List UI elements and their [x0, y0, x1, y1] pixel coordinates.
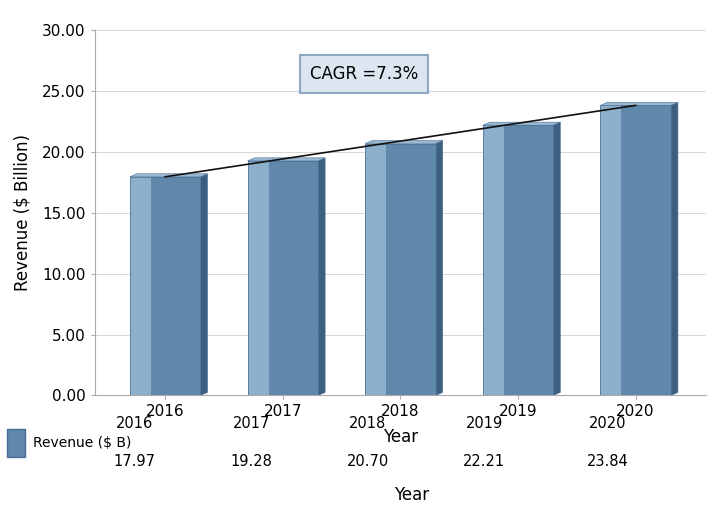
Bar	[601, 105, 622, 395]
Bar	[248, 161, 269, 395]
Text: CAGR =7.3%: CAGR =7.3%	[309, 65, 418, 83]
Bar	[130, 177, 151, 395]
Polygon shape	[130, 174, 207, 177]
Bar	[483, 125, 553, 395]
Polygon shape	[365, 140, 443, 143]
Bar	[269, 161, 318, 395]
Text: 2018: 2018	[349, 416, 387, 430]
Text: Year: Year	[394, 486, 429, 504]
Bar	[601, 105, 671, 395]
Bar	[622, 105, 671, 395]
Bar	[7, 429, 25, 457]
Polygon shape	[248, 158, 325, 161]
Polygon shape	[318, 158, 325, 395]
Bar	[365, 143, 435, 395]
Text: 2019: 2019	[465, 416, 503, 430]
X-axis label: Year: Year	[383, 428, 418, 446]
Bar	[248, 161, 318, 395]
Bar	[387, 143, 435, 395]
Text: 23.84: 23.84	[587, 454, 629, 469]
Bar	[504, 125, 553, 395]
Polygon shape	[200, 174, 207, 395]
Text: 17.97: 17.97	[114, 454, 156, 469]
Y-axis label: Revenue ($ Billion): Revenue ($ Billion)	[13, 134, 31, 292]
Text: 22.21: 22.21	[463, 454, 505, 469]
Bar	[483, 125, 504, 395]
Polygon shape	[671, 102, 678, 395]
Text: 19.28: 19.28	[230, 454, 272, 469]
Text: Revenue ($ B): Revenue ($ B)	[33, 436, 131, 450]
Bar	[151, 177, 200, 395]
Bar	[130, 177, 200, 395]
Text: 2020: 2020	[589, 416, 627, 430]
Bar	[365, 143, 387, 395]
Polygon shape	[435, 140, 443, 395]
Text: 20.70: 20.70	[347, 454, 389, 469]
Polygon shape	[553, 122, 561, 395]
Polygon shape	[483, 122, 561, 125]
Text: 2016: 2016	[116, 416, 154, 430]
Text: 2017: 2017	[232, 416, 270, 430]
Polygon shape	[601, 102, 678, 105]
